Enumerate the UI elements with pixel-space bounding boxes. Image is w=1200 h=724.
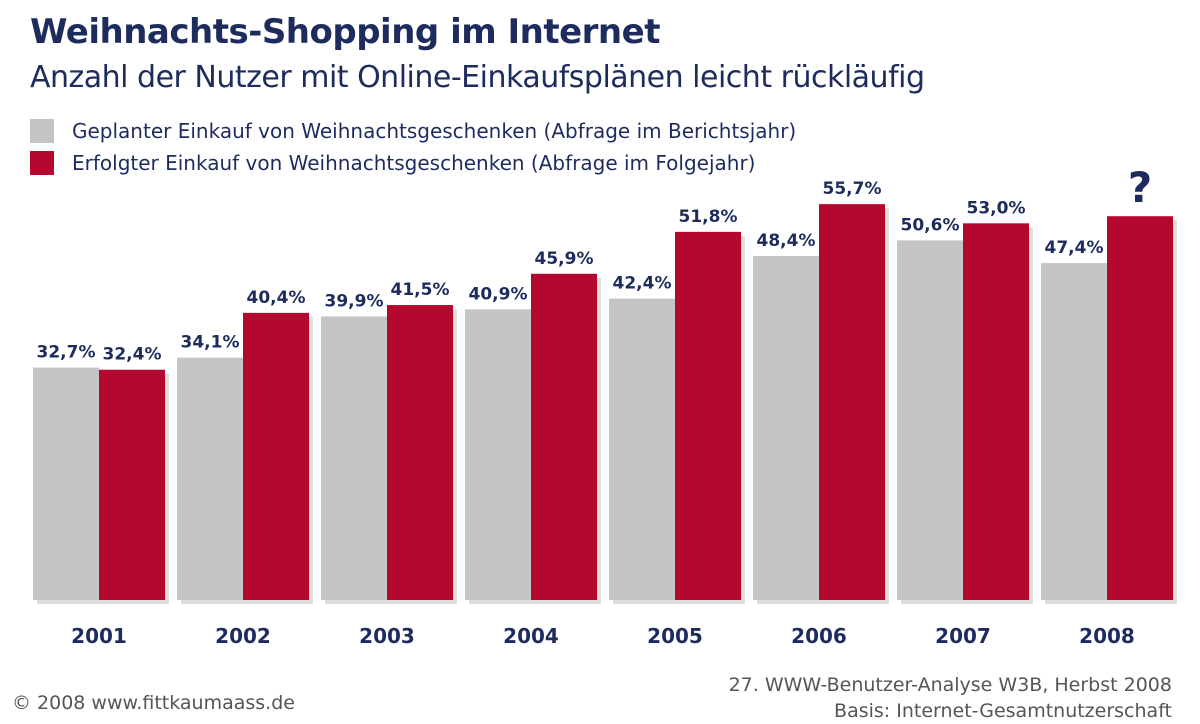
- data-label-planned-2004: 40,9%: [469, 284, 528, 304]
- x-tick-label-2007: 2007: [935, 624, 991, 648]
- bar-actual-2003: [387, 305, 453, 600]
- x-tick-label-2002: 2002: [215, 624, 271, 648]
- bar-actual-2006: [819, 204, 885, 600]
- legend-label-planned: Geplanter Einkauf von Weihnachtsgeschenk…: [72, 119, 797, 143]
- x-tick-label-2006: 2006: [791, 624, 847, 648]
- data-label-planned-2005: 42,4%: [613, 274, 672, 294]
- bar-actual-2008: [1107, 216, 1173, 600]
- bar-planned-2008: [1041, 263, 1107, 600]
- x-tick-label-2005: 2005: [647, 624, 703, 648]
- x-tick-label-2008: 2008: [1079, 624, 1135, 648]
- legend-swatch-planned: [30, 119, 54, 143]
- data-label-planned-2008: 47,4%: [1045, 238, 1104, 258]
- x-tick-label-2003: 2003: [359, 624, 415, 648]
- legend-label-actual: Erfolgter Einkauf von Weihnachtsgeschenk…: [72, 151, 756, 175]
- x-tick-label-2001: 2001: [71, 624, 127, 648]
- data-label-actual-2001: 32,4%: [103, 345, 162, 365]
- data-label-planned-2007: 50,6%: [901, 215, 960, 235]
- bar-planned-2002: [177, 357, 243, 600]
- bar-planned-2007: [897, 240, 963, 600]
- data-label-planned-2001: 32,7%: [37, 343, 96, 363]
- legend-item-actual: Erfolgter Einkauf von Weihnachtsgeschenk…: [30, 150, 756, 176]
- bar-planned-2005: [609, 298, 675, 600]
- source-line-1: 27. WWW-Benutzer-Analyse W3B, Herbst 200…: [728, 674, 1172, 696]
- data-label-actual-2006: 55,7%: [823, 179, 882, 199]
- data-label-actual-2007: 53,0%: [967, 198, 1026, 218]
- bar-planned-2003: [321, 316, 387, 600]
- bar-actual-2005: [675, 231, 741, 600]
- bar-planned-2004: [465, 309, 531, 600]
- bar-actual-2002: [243, 312, 309, 600]
- data-label-actual-2002: 40,4%: [247, 288, 306, 308]
- bar-planned-2006: [753, 256, 819, 600]
- bar-actual-2004: [531, 273, 597, 600]
- bar-actual-2007: [963, 223, 1029, 601]
- data-label-actual-2005: 51,8%: [679, 207, 738, 227]
- data-label-planned-2002: 34,1%: [181, 333, 240, 353]
- data-label-planned-2003: 39,9%: [325, 291, 384, 311]
- data-label-actual-2003: 41,5%: [391, 280, 450, 300]
- source-note: 27. WWW-Benutzer-Analyse W3B, Herbst 200…: [729, 672, 1172, 724]
- legend-item-planned: Geplanter Einkauf von Weihnachtsgeschenk…: [30, 118, 796, 144]
- chart-subtitle: Anzahl der Nutzer mit Online-Einkaufsplä…: [30, 60, 925, 95]
- data-label-planned-2006: 48,4%: [757, 231, 816, 251]
- x-tick-label-2004: 2004: [503, 624, 559, 648]
- chart-title: Weihnachts-Shopping im Internet: [30, 12, 660, 52]
- data-label-actual-2008: ?: [1128, 163, 1152, 212]
- data-label-actual-2004: 45,9%: [535, 249, 594, 269]
- copyright-text: © 2008 www.fittkaumaass.de: [12, 692, 295, 714]
- legend-swatch-actual: [30, 151, 54, 175]
- source-line-2: Basis: Internet-Gesamtnutzerschaft: [834, 700, 1172, 722]
- bar-planned-2001: [33, 367, 99, 600]
- bar-actual-2001: [99, 369, 165, 600]
